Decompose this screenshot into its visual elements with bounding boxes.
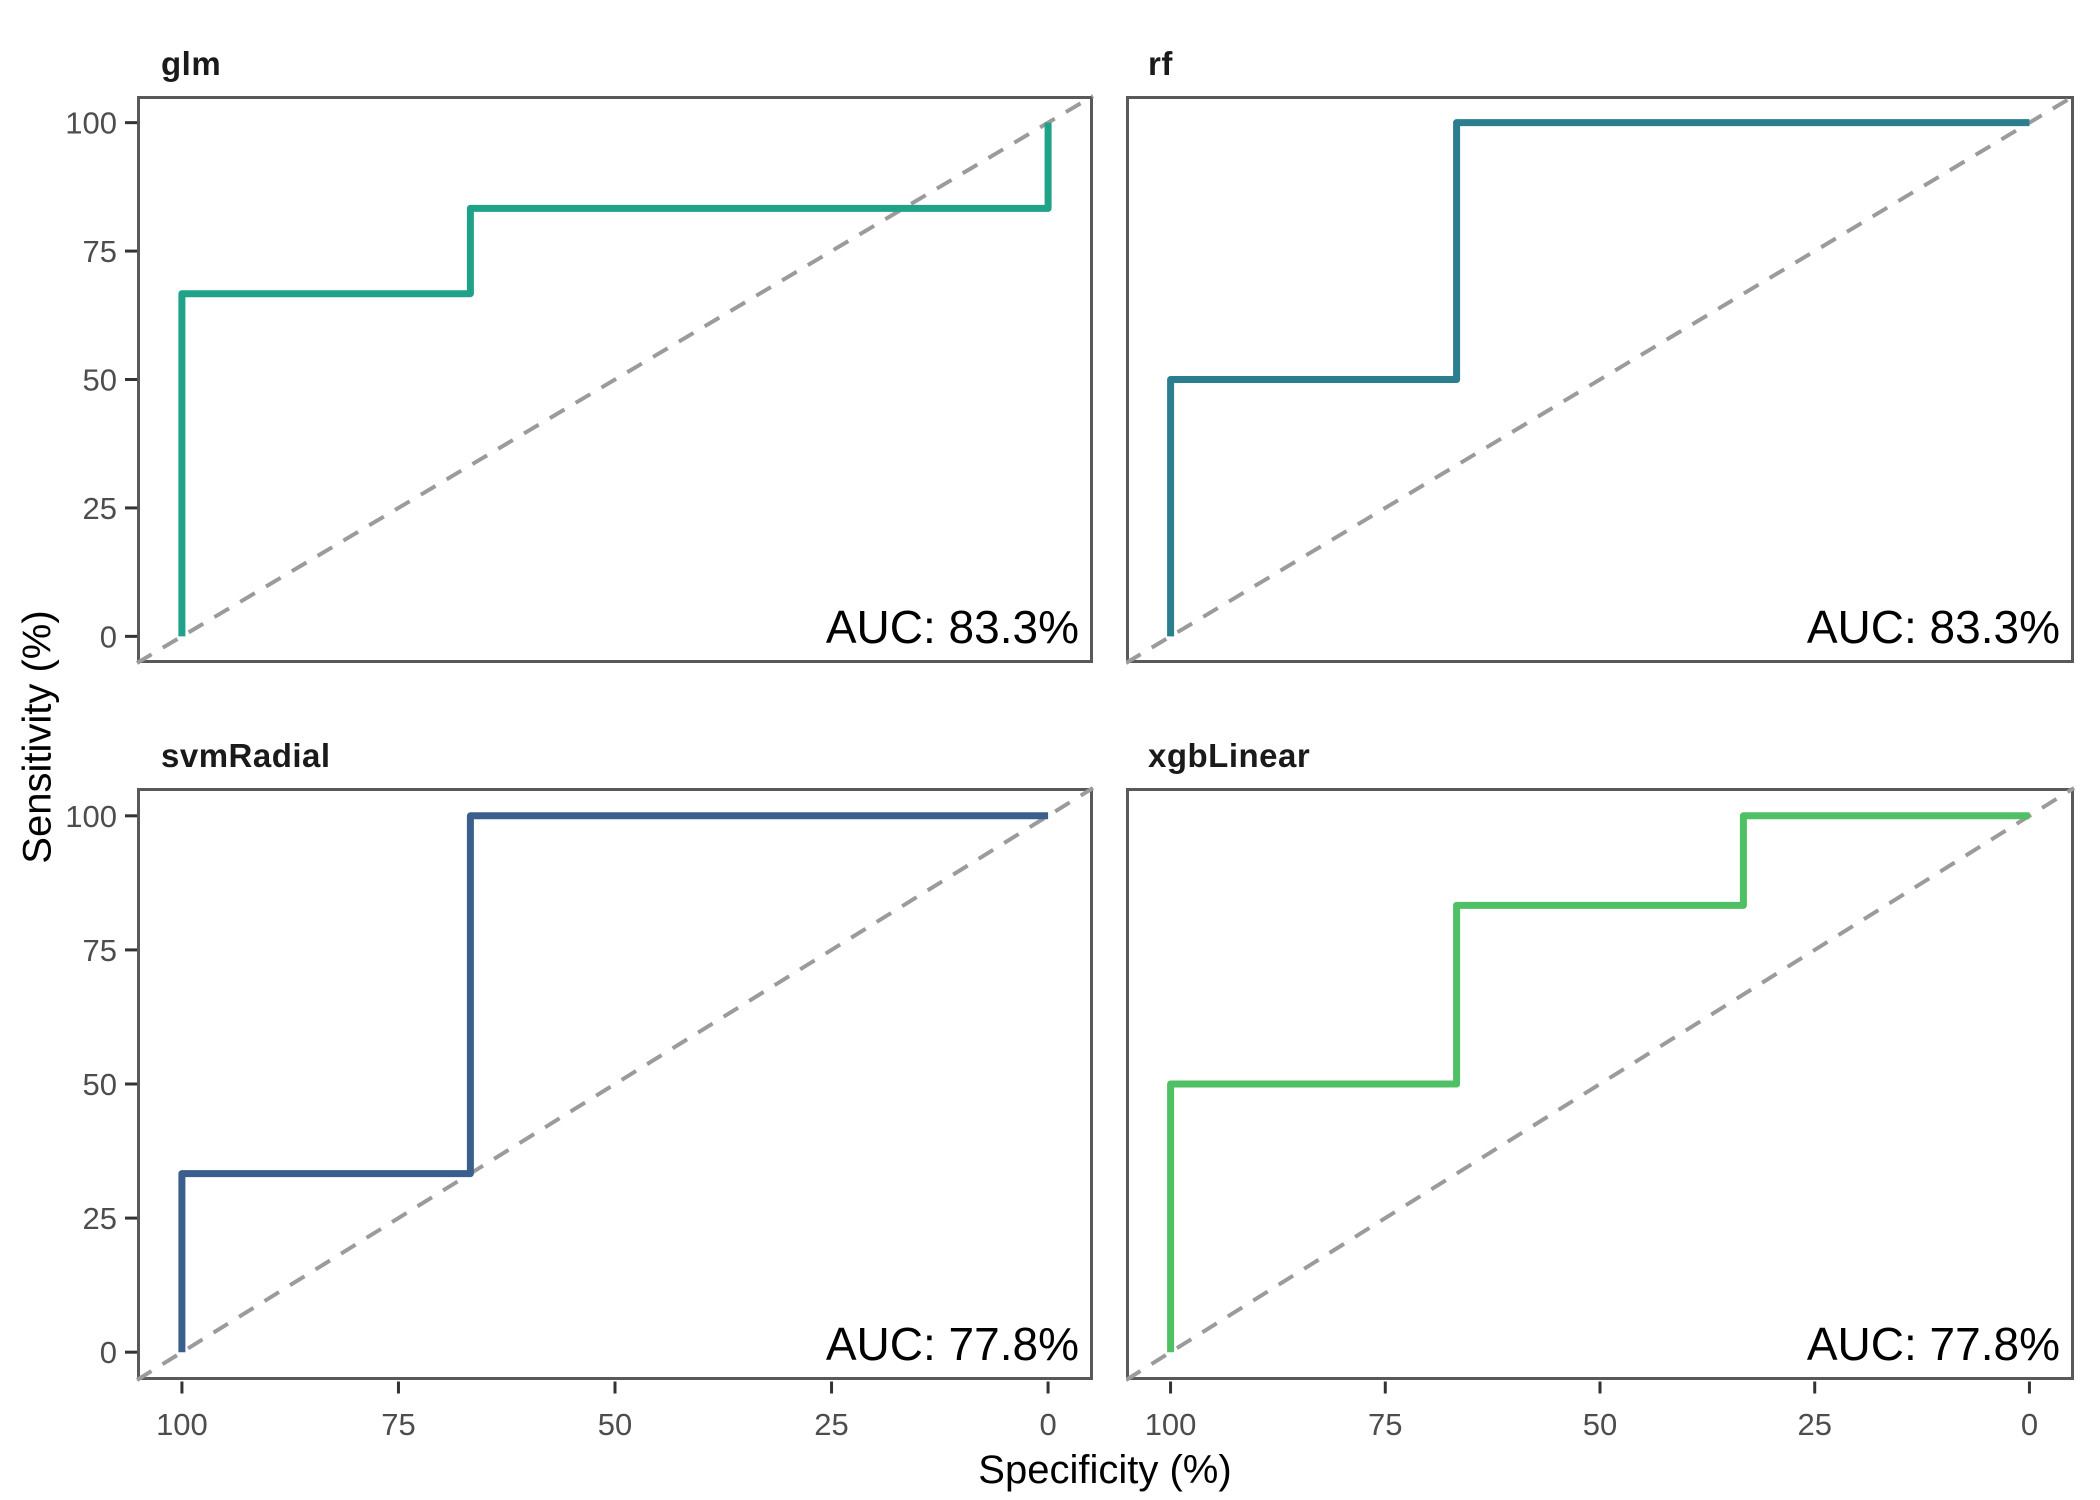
panel-border — [137, 788, 1093, 1380]
y-axis-title: Sensitivity (%) — [15, 610, 60, 864]
y-tick-label: 0 — [100, 619, 117, 654]
y-tick-label: 25 — [83, 491, 117, 526]
roc-plot-rf: AUC: 83.3% — [1126, 94, 2076, 665]
roc-plot-xgbLinear: 100 75 50 25 0 AUC: 77.8% — [1126, 786, 2076, 1442]
y-tick-label: 50 — [83, 363, 117, 398]
y-tick-label: 75 — [83, 933, 117, 968]
chance-diagonal-line — [135, 786, 1095, 1382]
x-tick-label: 50 — [1583, 1407, 1617, 1442]
x-tick-label: 75 — [381, 1407, 415, 1442]
chance-diagonal-line — [1126, 94, 2076, 665]
strip-title-svmRadial: svmRadial — [161, 737, 331, 774]
x-axis-title: Specificity (%) — [978, 1448, 1232, 1492]
x-tick-label: 50 — [598, 1407, 632, 1442]
x-tick-label: 25 — [814, 1407, 848, 1442]
panel-svmRadial: svmRadial 0 25 50 75 100 100 75 50 25 0 AUC: 77.8% — [59, 727, 1095, 1462]
y-tick-label: 75 — [83, 234, 117, 269]
strip-title-glm: glm — [161, 45, 222, 82]
x-tick-label: 0 — [2021, 1407, 2038, 1442]
y-tick-label: 100 — [65, 106, 117, 141]
y-tick-label: 50 — [83, 1067, 117, 1102]
roc-plot-svmRadial: 0 25 50 75 100 100 75 50 25 0 AUC: 77.8% — [65, 786, 1095, 1442]
roc-curve-rf — [1167, 119, 2030, 637]
roc-curve-svmRadial — [178, 812, 1049, 1353]
y-tick-label: 0 — [100, 1335, 117, 1370]
y-tick-label: 25 — [83, 1201, 117, 1236]
panel-rf: rf AUC: 83.3% — [1126, 35, 2076, 665]
auc-label-svmRadial: AUC: 77.8% — [826, 1318, 1079, 1370]
x-tick-label: 100 — [156, 1407, 208, 1442]
panel-glm: glm 0 25 50 75 100 AUC: 83.3% — [59, 35, 1095, 665]
x-tick-label: 25 — [1797, 1407, 1831, 1442]
x-tick-label: 75 — [1368, 1407, 1402, 1442]
roc-plot-glm: 0 25 50 75 100 AUC: 83.3% — [65, 94, 1095, 665]
roc-curve-glm — [178, 122, 1052, 637]
chance-diagonal-line — [1126, 786, 2076, 1382]
x-tick-label: 0 — [1039, 1407, 1056, 1442]
roc-curve-xgbLinear — [1167, 812, 2030, 1353]
auc-label-xgbLinear: AUC: 77.8% — [1807, 1318, 2060, 1370]
auc-label-rf: AUC: 83.3% — [1807, 601, 2060, 653]
strip-title-xgbLinear: xgbLinear — [1148, 737, 1311, 774]
strip-title-rf: rf — [1148, 45, 1173, 82]
y-tick-label: 100 — [65, 799, 117, 834]
chance-diagonal-line — [135, 94, 1095, 665]
auc-label-glm: AUC: 83.3% — [826, 601, 1079, 653]
panel-grid: glm 0 25 50 75 100 AUC: 83.3% rf AUC: 83.3% s… — [59, 35, 2076, 1462]
panel-xgbLinear: xgbLinear 100 75 50 25 0 AUC: 77.8% — [1126, 727, 2076, 1462]
x-tick-label: 100 — [1145, 1407, 1197, 1442]
